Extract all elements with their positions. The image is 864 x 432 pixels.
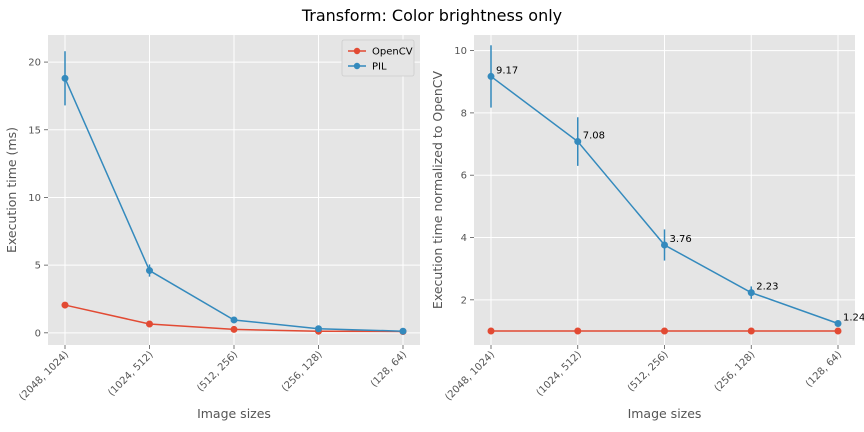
y-tick-label: 4 (461, 233, 467, 244)
series-pil (61, 51, 407, 335)
data-point (487, 72, 495, 80)
chart-normalized-time: 2 4 6 8 10 (2048, 1024) (1024, 512) (512, 256) (… (430, 35, 864, 421)
data-point (574, 327, 582, 335)
data-point (747, 289, 755, 297)
legend-label: PIL (372, 62, 387, 73)
figure-title: Transform: Color brightness only (301, 6, 562, 25)
data-label: 3.76 (670, 234, 692, 245)
data-point (834, 320, 842, 328)
x-tick-label: (256, 128) (713, 349, 758, 394)
y-tick-label: 0 (35, 328, 41, 339)
data-point (315, 325, 322, 333)
x-tick-label: (128, 64) (369, 349, 409, 389)
data-point (230, 325, 238, 333)
legend-swatch-marker (353, 47, 361, 55)
series-series-1 (487, 45, 842, 328)
data-point (61, 301, 69, 309)
x-tick-label: (2048, 1024) (17, 349, 71, 403)
x-tick-label: (1024, 512) (535, 349, 584, 398)
y-tick-label: 20 (28, 58, 41, 69)
y-tick-label: 8 (461, 108, 467, 119)
data-label: 9.17 (496, 65, 518, 76)
data-point (487, 327, 495, 335)
data-point (574, 138, 582, 146)
x-tick-label: (512, 256) (626, 349, 671, 394)
chart-execution-time: 0 5 10 15 20 (2048, 1024) (1024, 512) (512, 256… (4, 35, 420, 421)
series-series-0 (487, 327, 842, 335)
data-label: 7.08 (583, 131, 605, 142)
y-tick-label: 2 (461, 295, 467, 306)
data-label: 2.23 (756, 282, 778, 293)
data-point (146, 267, 153, 275)
y-tick-label: 5 (35, 261, 41, 272)
legend: OpenCV PIL (341, 39, 415, 77)
y-tick-label: 15 (28, 125, 41, 136)
x-tick-label: (1024, 512) (106, 349, 155, 398)
y-axis-label: Execution time (ms) (4, 127, 19, 253)
data-point (230, 316, 238, 324)
data-point (61, 74, 69, 82)
x-tick-label: (256, 128) (280, 349, 325, 394)
y-tick-label: 6 (461, 171, 467, 182)
x-axis-label: Image sizes (628, 406, 702, 421)
data-point (661, 327, 668, 335)
x-tick-label: (2048, 1024) (443, 349, 497, 403)
y-axis-label: Execution time normalized to OpenCV (430, 70, 445, 309)
y-tick-label: 10 (454, 46, 467, 57)
data-point (146, 320, 153, 328)
legend-label: OpenCV (372, 47, 413, 58)
data-point (661, 241, 668, 249)
legend-swatch-marker (353, 62, 361, 70)
data-point (399, 327, 407, 335)
y-tick-label: 10 (28, 193, 41, 204)
x-tick-label: (512, 256) (195, 349, 240, 394)
x-axis-label: Image sizes (197, 406, 271, 421)
x-tick-label: (128, 64) (804, 349, 844, 389)
data-point (834, 327, 842, 335)
data-point (747, 327, 755, 335)
data-label: 1.24 (843, 313, 864, 324)
